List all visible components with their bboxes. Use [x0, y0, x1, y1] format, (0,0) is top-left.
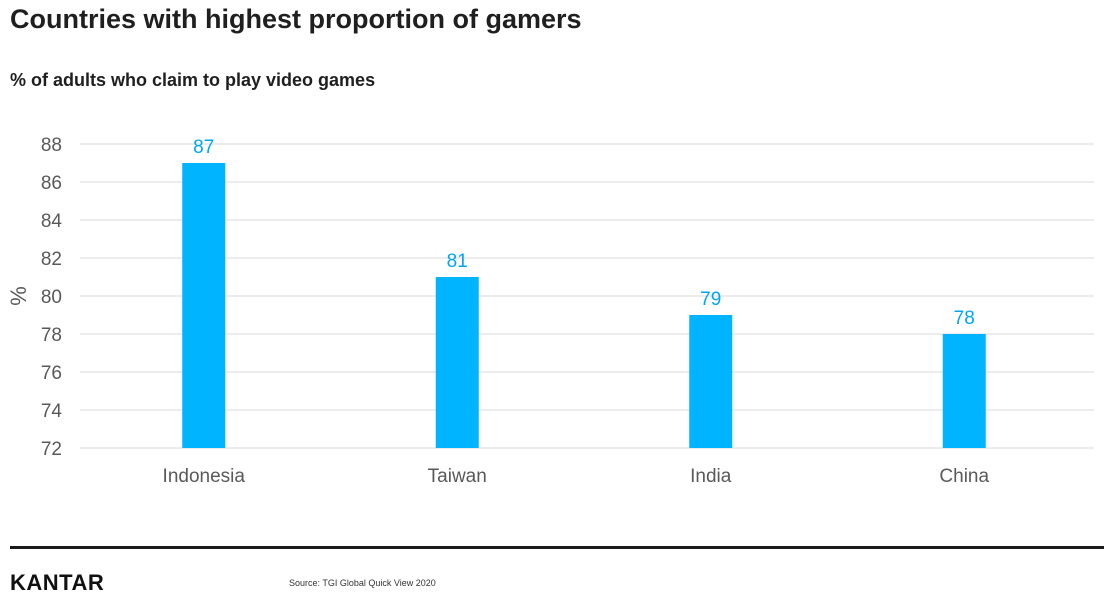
bar-indonesia — [182, 163, 226, 448]
y-tick-label: 88 — [41, 135, 62, 156]
data-label: 81 — [447, 251, 468, 272]
y-tick-label: 78 — [41, 325, 62, 346]
y-tick-label: 72 — [41, 439, 62, 460]
data-label: 79 — [700, 289, 721, 310]
x-tick-label: Indonesia — [163, 466, 246, 487]
y-tick-label: 74 — [41, 401, 63, 422]
data-label: 87 — [193, 137, 214, 158]
bar-china — [942, 334, 986, 448]
chart-title: Countries with highest proportion of gam… — [10, 4, 582, 34]
y-tick-label: 76 — [41, 363, 62, 384]
footer-divider — [10, 546, 1104, 549]
chart-subtitle: % of adults who claim to play video game… — [10, 70, 376, 90]
y-tick-label: 82 — [41, 249, 62, 270]
bar-india — [689, 315, 733, 448]
y-tick-label: 86 — [41, 173, 62, 194]
y-axis-title: % — [6, 286, 31, 306]
x-tick-label: India — [690, 466, 732, 487]
kantar-logo: KANTAR — [10, 570, 105, 595]
x-tick-label: China — [939, 466, 989, 487]
bar-taiwan — [435, 277, 479, 448]
data-label: 78 — [954, 308, 975, 329]
y-tick-label: 84 — [41, 211, 63, 232]
source-note: Source: TGI Global Quick View 2020 — [289, 578, 436, 588]
x-tick-label: Taiwan — [428, 466, 487, 487]
y-tick-label: 80 — [41, 287, 62, 308]
